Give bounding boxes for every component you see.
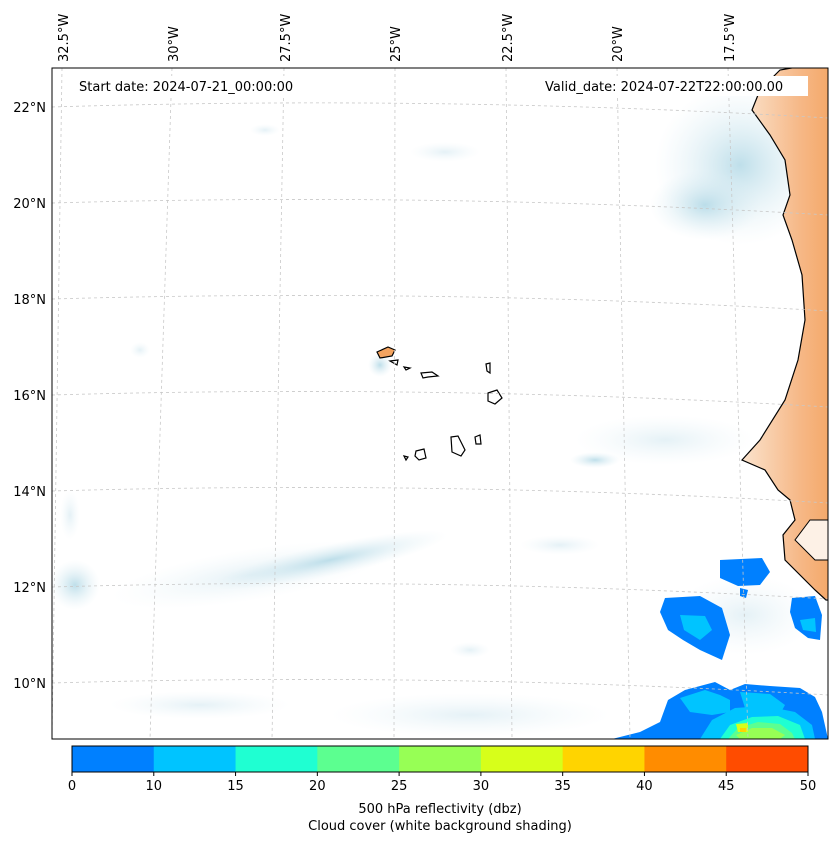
- colorbar-tick-label: 15: [227, 779, 244, 794]
- valid-date-box: [538, 76, 808, 96]
- lon-label-20w: 20°W: [611, 26, 626, 62]
- map-frame: [51, 67, 829, 740]
- lon-label-25w: 25°W: [389, 26, 404, 62]
- lat-label-20n: 20°N: [13, 197, 46, 212]
- lon-label-17-5w: 17.5°W: [723, 14, 738, 62]
- start-date-box: [72, 76, 320, 96]
- reflectivity-patches: [612, 558, 828, 739]
- colorbar-segment: [153, 746, 237, 772]
- lat-label-18n: 18°N: [13, 293, 46, 308]
- colorbar-tick-label: 30: [473, 779, 490, 794]
- colorbar-segment: [399, 746, 482, 772]
- colorbar-label-reflectivity: 500 hPa reflectivity (dbz): [358, 802, 521, 817]
- lon-label-22-5w: 22.5°W: [501, 14, 516, 62]
- lon-label-27-5w: 27.5°W: [279, 14, 294, 62]
- lon-label-30w: 30°W: [167, 26, 182, 62]
- colorbar-tick-label: 40: [636, 779, 653, 794]
- lat-label-12n: 12°N: [13, 581, 46, 596]
- map-content: Start date: 2024-07-21_00:00:00 Valid_da…: [52, 68, 828, 739]
- gridlines: [52, 68, 828, 739]
- lat-label-14n: 14°N: [13, 485, 46, 500]
- colorbar-segment: [317, 746, 400, 772]
- colorbar-tick-label: 35: [554, 779, 571, 794]
- valid-date-label: Valid_date: 2024-07-22T22:00:00.00: [545, 80, 783, 95]
- colorbar-segment: [235, 746, 318, 772]
- colorbar-tick-label: 0: [68, 779, 76, 794]
- colorbar-segment: [72, 746, 155, 772]
- colorbar-tick-label: 50: [800, 779, 817, 794]
- lat-label-10n: 10°N: [13, 677, 46, 692]
- colorbar-segment: [726, 746, 809, 772]
- land-mainland: [740, 68, 828, 601]
- colorbar-segment: [562, 746, 645, 772]
- colorbar-tick-label: 45: [718, 779, 735, 794]
- colorbar: 0 10 15 20 25 30 35 40 45 50 500 hPa reflectivity…: [68, 745, 816, 834]
- lon-label-32-5w: 32.5°W: [57, 14, 72, 62]
- colorbar-segment: [644, 746, 727, 772]
- start-date-label: Start date: 2024-07-21_00:00:00: [79, 80, 293, 95]
- colorbar-ticks: 0 10 15 20 25 30 35 40 45 50: [68, 772, 816, 794]
- colorbar-tick-label: 20: [309, 779, 326, 794]
- lat-label-16n: 16°N: [13, 389, 46, 404]
- colorbar-segments: [72, 746, 809, 772]
- lat-label-22n: 22°N: [13, 101, 46, 116]
- latitude-labels: 22°N 20°N 18°N 16°N 14°N 12°N 10°N: [13, 101, 46, 692]
- longitude-labels: 32.5°W 30°W 27.5°W 25°W 22.5°W 20°W 17.5…: [57, 14, 738, 62]
- colorbar-tick-label: 25: [391, 779, 408, 794]
- colorbar-frame: [71, 745, 809, 773]
- colorbar-tick-label: 10: [146, 779, 163, 794]
- colorbar-segment: [480, 746, 564, 772]
- colorbar-label-cloud-cover: Cloud cover (white background shading): [308, 819, 572, 834]
